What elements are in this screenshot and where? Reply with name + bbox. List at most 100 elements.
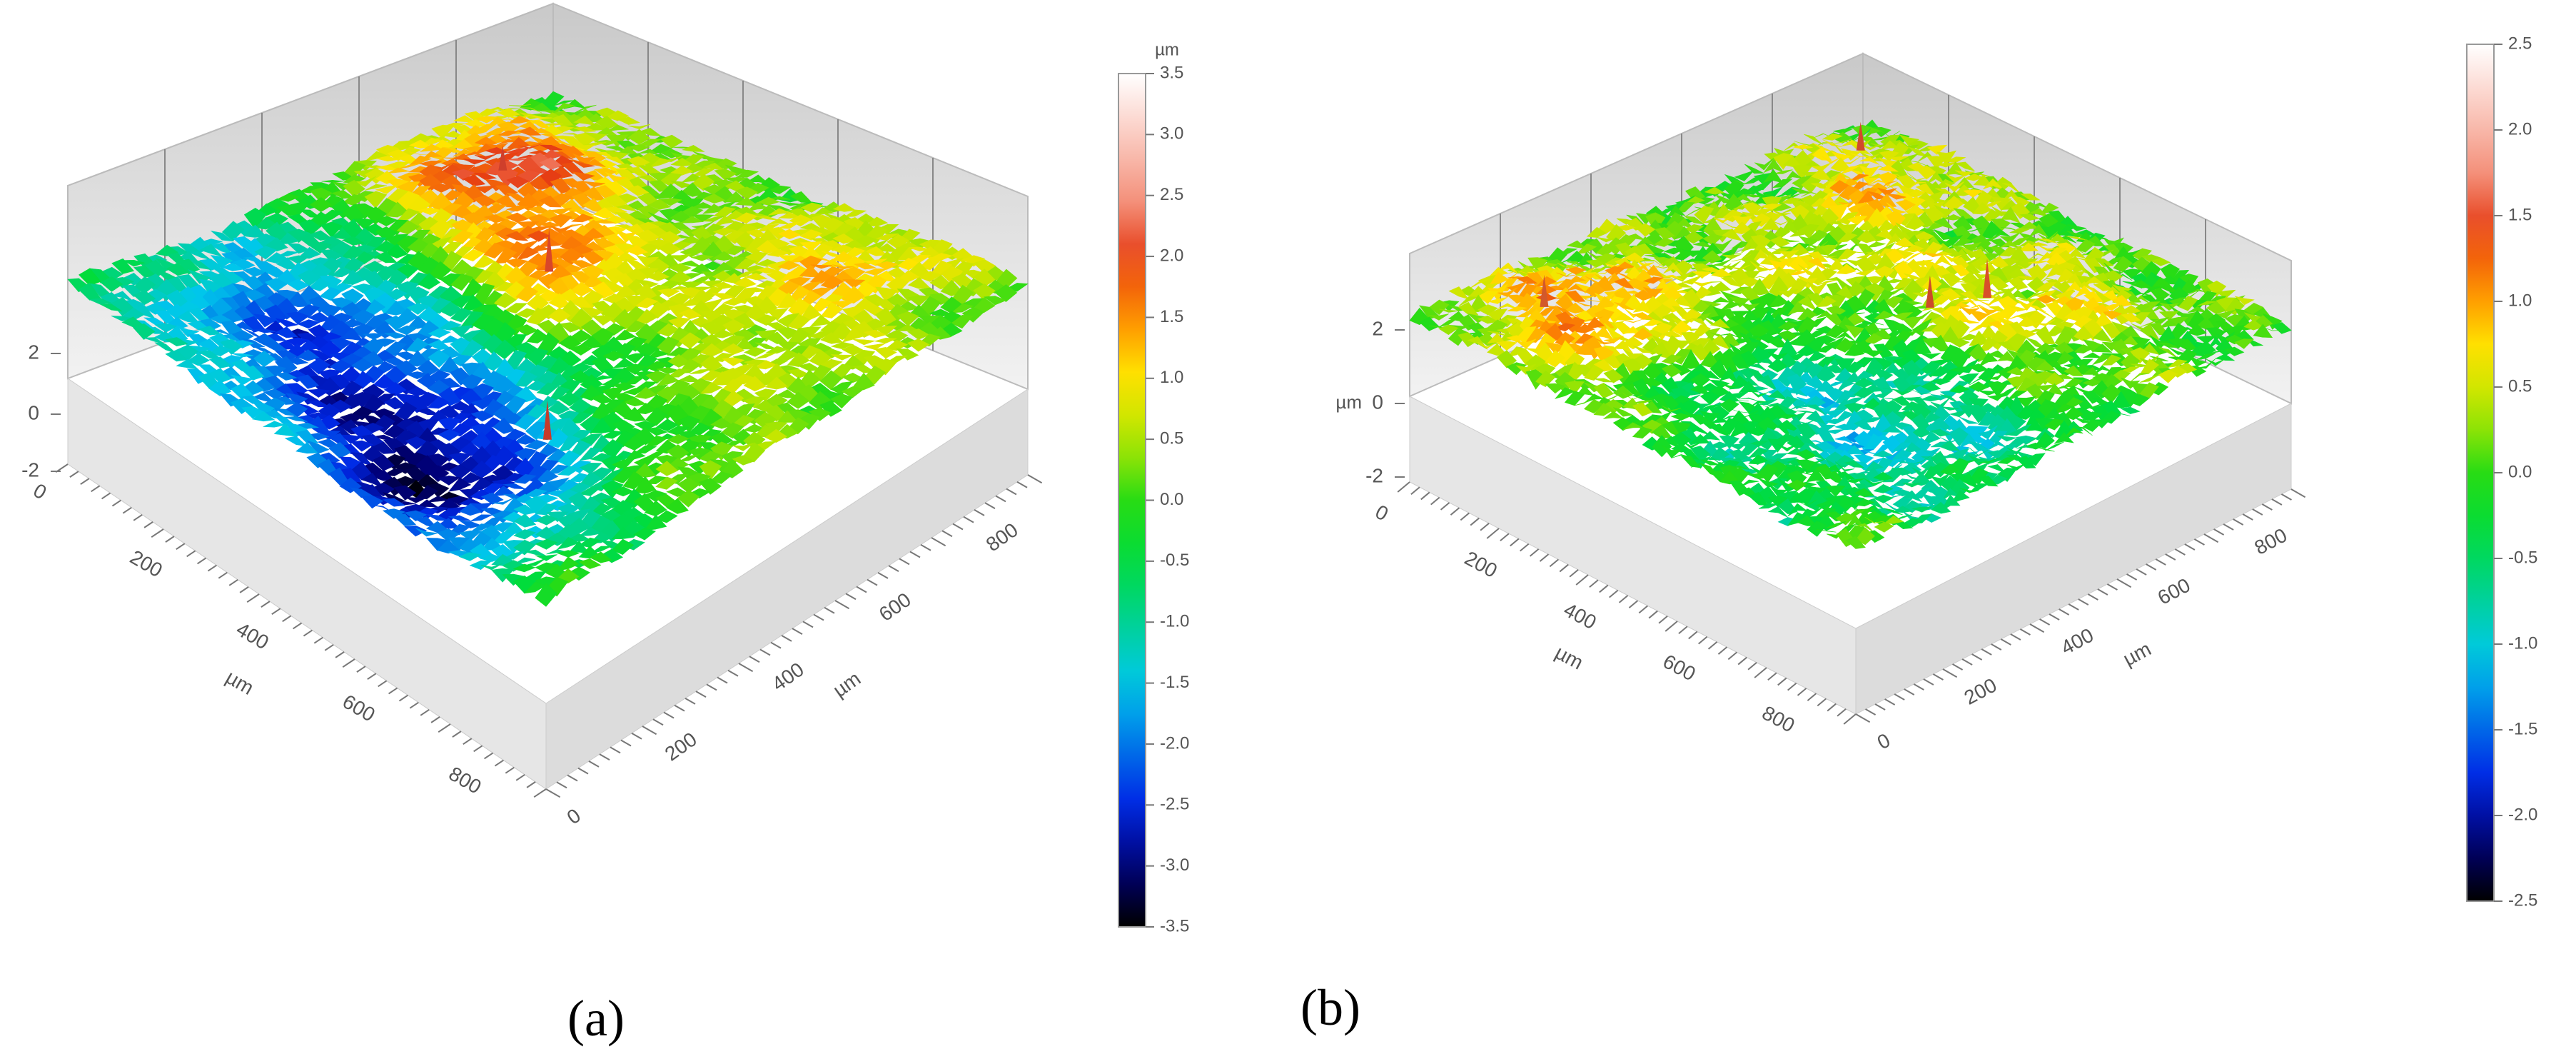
b-x-tick	[1480, 523, 1490, 531]
a-y-tick	[717, 676, 728, 684]
b-y-tick	[1971, 653, 1983, 661]
a-surface-mesh	[67, 91, 1029, 607]
a-colorbar-label: 1.5	[1160, 307, 1183, 326]
b-x-tick	[1638, 605, 1648, 614]
a-x-tick	[80, 478, 90, 486]
b-colorbar-label: 1.0	[2508, 291, 2532, 310]
a-y-tick	[952, 523, 964, 531]
a-x-tick	[388, 687, 398, 695]
panel-label-b: (b)	[1300, 979, 1360, 1036]
b-x-tick	[1470, 517, 1480, 526]
b-x-tick	[1430, 496, 1440, 506]
a-x-tick	[526, 781, 536, 788]
b-colorbar-label: 2.5	[2508, 34, 2532, 53]
b-x-tick	[1618, 595, 1629, 603]
a-x-tick	[505, 766, 515, 774]
a-x-tick	[398, 694, 408, 702]
a-x-tick	[335, 651, 345, 658]
b-x-tick	[1529, 548, 1540, 557]
a-y-tick	[781, 635, 792, 642]
b-surface-group	[1409, 52, 2292, 715]
b-spike	[1540, 274, 1549, 307]
b-y-tick	[2039, 618, 2051, 626]
b-y-tick	[2203, 533, 2219, 543]
a-x-tick	[303, 629, 313, 637]
b-x-tick	[1440, 502, 1450, 511]
b-y-tick	[2223, 523, 2234, 531]
b-spike	[1856, 121, 1865, 151]
b-y-tick	[2290, 488, 2306, 498]
b-spike	[1983, 258, 1991, 298]
b-colorbar-bar	[2466, 44, 2495, 902]
b-colorbar-label: -2.0	[2508, 805, 2537, 824]
a-x-tick	[484, 752, 494, 760]
a-colorbar-label: 3.0	[1160, 124, 1183, 144]
b-x-tick	[1747, 662, 1757, 671]
b-y-tick	[2193, 538, 2205, 546]
a-x-tick	[463, 738, 473, 746]
a-y-tick	[695, 691, 707, 698]
b-y-tick	[2106, 583, 2118, 591]
a-x-tick	[438, 723, 451, 733]
a-colorbar-label: -3.0	[1160, 855, 1189, 875]
b-y-tick	[2252, 508, 2263, 516]
a-x-tick	[207, 564, 217, 572]
a-colorbar-label: -1.5	[1160, 673, 1189, 692]
a-x-tick	[91, 485, 101, 493]
a-y-tick	[599, 753, 610, 761]
b-y-tick	[2097, 588, 2108, 596]
b-y-tick	[1884, 698, 1896, 706]
a-colorbar-label: -1.0	[1160, 612, 1189, 631]
b-y-tick	[2010, 633, 2021, 641]
a-colorbar-label: 0.0	[1160, 490, 1183, 509]
a-y-tick	[556, 781, 567, 789]
a-colorbar-label: -2.0	[1160, 733, 1189, 753]
panel-label-a: (a)	[567, 990, 625, 1047]
a-colorbar-label: 3.5	[1160, 63, 1183, 82]
b-x-tick	[1707, 641, 1718, 650]
a-spike	[545, 229, 554, 272]
b-x-tick	[1575, 574, 1589, 586]
b-y-tick	[2116, 578, 2132, 588]
a-x-tick	[356, 666, 366, 673]
a-x-tick	[228, 578, 238, 586]
b-y-tick	[2146, 563, 2157, 571]
a-y-tick	[674, 704, 685, 712]
a-x-tick	[473, 745, 483, 753]
a-y-tick	[631, 732, 642, 740]
a-x-tick	[342, 658, 355, 668]
b-x-tick	[1698, 636, 1708, 645]
b-x-tick	[1678, 626, 1688, 634]
b-x-tick	[1500, 533, 1510, 541]
b-y-tick	[2087, 593, 2098, 601]
a-x-tick	[111, 499, 121, 507]
a-colorbar-label: -3.5	[1160, 916, 1189, 935]
b-colorbar: 2.5 2.0 1.5 1.0 0.5 0.0 -0.5 -1.0 -1.5 -2.0 -2.5	[2466, 34, 2537, 910]
b-y-tick	[1855, 713, 1871, 723]
b-z-tick-label: -2	[1365, 464, 1383, 486]
a-y-tick	[792, 628, 803, 635]
b-colorbar-label: 1.5	[2508, 205, 2532, 224]
a-x-tick	[133, 513, 143, 521]
a-x-tick	[409, 701, 419, 709]
b-colorbar-label: -1.0	[2508, 633, 2537, 653]
b-x-tick	[1727, 651, 1737, 661]
a-y-tick	[899, 558, 910, 566]
a-y-tick	[738, 663, 754, 673]
a-y-tick	[941, 530, 953, 538]
b-x-axis-label: µm	[1552, 641, 1587, 674]
b-x-tick	[1609, 589, 1619, 598]
b-x-tick	[1460, 512, 1470, 521]
a-z-tick-label: 0	[28, 401, 39, 423]
b-y-tick	[1865, 708, 1877, 716]
a-y-tick	[995, 495, 1006, 503]
b-x-tick-label: 600	[1660, 650, 1699, 685]
b-y-tick	[2280, 493, 2292, 501]
b-x-tick	[1767, 672, 1777, 681]
a-y-tick	[1006, 488, 1017, 496]
b-x-tick	[1486, 528, 1500, 539]
b-y-tick	[2136, 568, 2147, 576]
a-surface-group	[67, 2, 1029, 790]
b-x-tick	[1658, 616, 1668, 624]
